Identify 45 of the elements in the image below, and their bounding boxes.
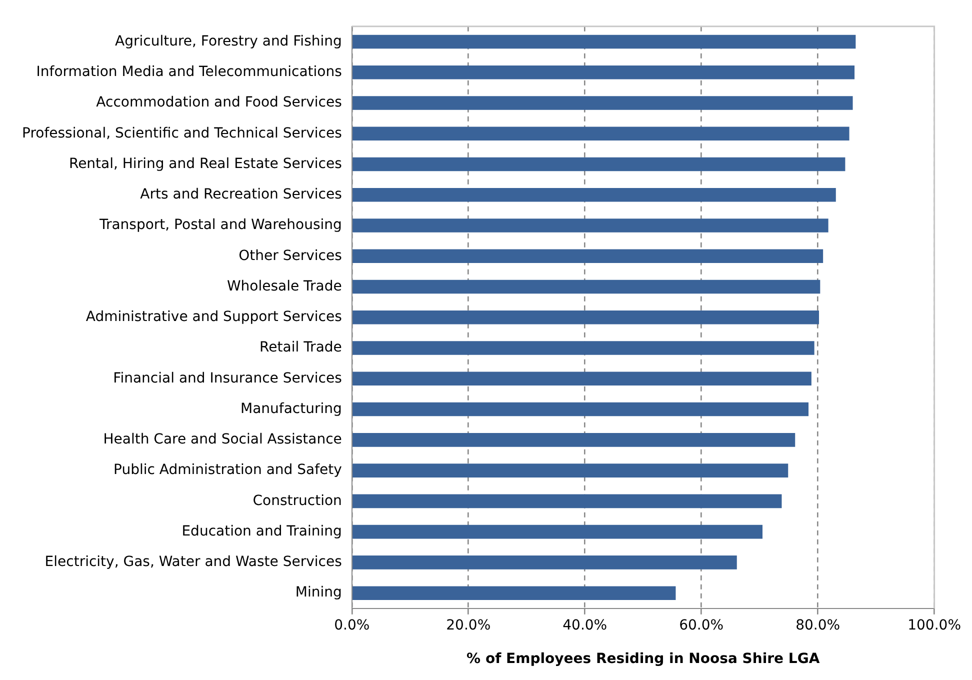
y-tick-label: Wholesale Trade — [226, 278, 342, 294]
bar — [352, 433, 796, 447]
bar — [352, 96, 853, 110]
bar — [352, 126, 850, 141]
bar — [352, 65, 855, 80]
y-tick-label: Education and Training — [182, 523, 342, 540]
x-axis-title: % of Employees Residing in Noosa Shire LGA — [466, 651, 820, 668]
y-tick-label: Health Care and Social Assistance — [103, 432, 342, 448]
bar — [352, 157, 846, 172]
bar — [352, 218, 828, 232]
y-tick-label: Mining — [295, 584, 342, 601]
x-tick-label: 0.0% — [334, 617, 370, 634]
y-tick-label: Retail Trade — [260, 340, 342, 356]
x-tick-label: 80.0% — [796, 617, 840, 634]
y-tick-label: Accommodation and Food Services — [96, 94, 342, 111]
bar — [352, 586, 676, 600]
y-tick-label: Financial and Insurance Services — [113, 370, 342, 386]
y-tick-label: Arts and Recreation Services — [140, 186, 342, 203]
x-tick-label: 100.0% — [908, 617, 962, 634]
x-tick-label: 40.0% — [562, 617, 608, 634]
y-tick-label: Electricity, Gas, Water and Waste Services — [44, 554, 342, 570]
y-tick-label: Construction — [252, 492, 342, 509]
bar — [352, 249, 824, 264]
bar — [352, 34, 856, 49]
y-tick-label: Transport, Postal and Warehousing — [98, 217, 342, 234]
y-tick-label: Agriculture, Forestry and Fishing — [115, 33, 342, 50]
y-tick-label: Administrative and Support Services — [86, 309, 342, 326]
bar — [352, 188, 836, 202]
y-tick-label: Rental, Hiring and Real Estate Services — [68, 156, 342, 172]
bar — [352, 372, 812, 386]
bar — [352, 494, 782, 508]
x-tick-label: 20.0% — [446, 617, 491, 634]
y-tick-label: Information Media and Telecommunications — [36, 64, 342, 80]
x-tick-label: 60.0% — [679, 617, 724, 634]
y-tick-label: Public Administration and Safety — [114, 462, 342, 478]
bar — [352, 280, 820, 294]
y-tick-label: Professional, Scientific and Technical Services — [22, 125, 342, 142]
bar — [352, 402, 809, 416]
bar — [352, 524, 762, 539]
y-tick-label: Other Services — [238, 248, 342, 264]
y-tick-label: Manufacturing — [240, 400, 342, 417]
bar — [352, 556, 737, 570]
bar — [352, 341, 814, 355]
bar — [352, 310, 819, 324]
bar — [352, 464, 788, 478]
